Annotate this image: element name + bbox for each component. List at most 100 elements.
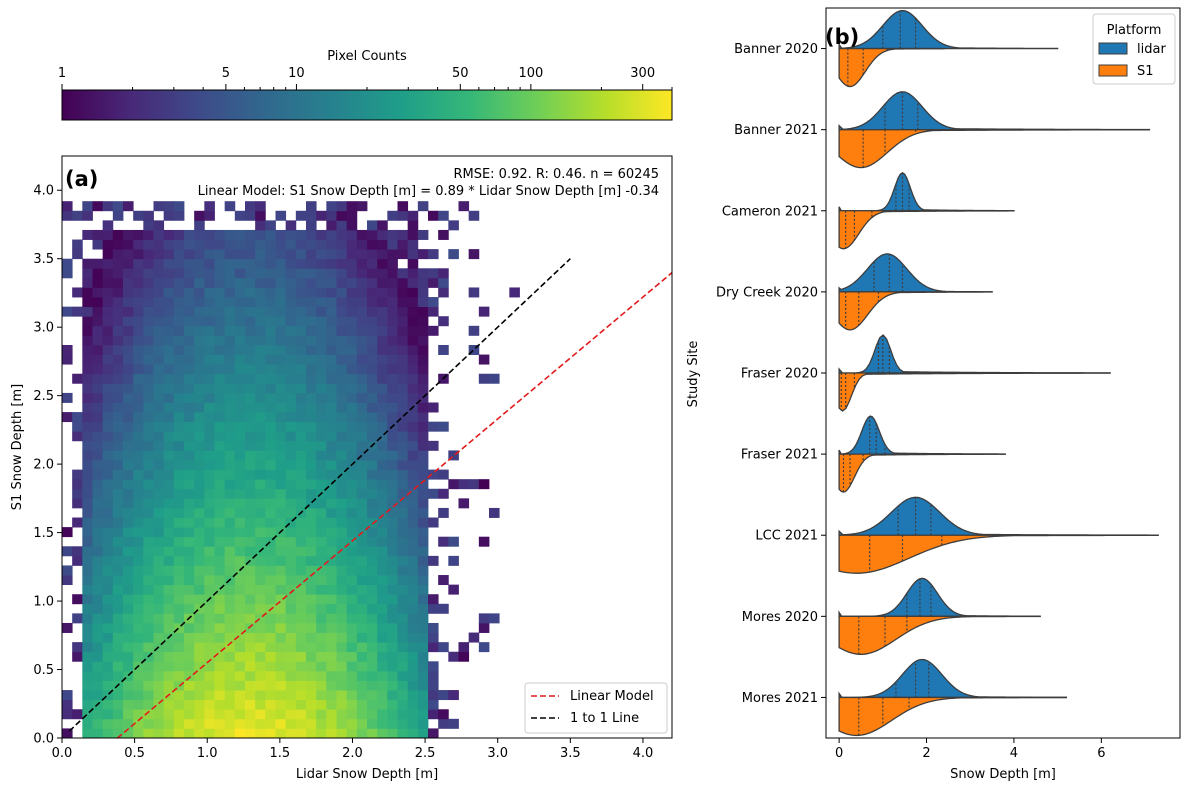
heatmap-x-label: Lidar Snow Depth [m] [296, 767, 438, 782]
heatmap-cell [163, 488, 175, 499]
heatmap-cell [82, 546, 93, 557]
heatmap-cell [367, 402, 378, 413]
heatmap-cell [133, 488, 144, 499]
heatmap-cell [112, 431, 124, 442]
heatmap-cell [336, 555, 348, 566]
heatmap-cell [367, 306, 378, 317]
heatmap-cell [478, 622, 490, 633]
heatmap-cell [204, 249, 215, 260]
heatmap-cell [397, 201, 409, 212]
heatmap-cell [184, 507, 195, 518]
heatmap-cell [448, 651, 459, 662]
heatmap-cell [417, 297, 429, 308]
violin-site-label: LCC 2021 [755, 529, 818, 544]
heatmap-cell [102, 220, 114, 231]
heatmap-cell [275, 680, 287, 691]
heatmap-y-tick-label: 0.5 [33, 663, 54, 678]
heatmap-cell [153, 460, 165, 470]
heatmap-cell [123, 603, 134, 614]
heatmap-cell [214, 268, 226, 279]
heatmap-cell [173, 421, 185, 432]
heatmap-cell [255, 651, 266, 662]
heatmap-cell [397, 622, 409, 633]
heatmap-cell [234, 603, 246, 614]
heatmap-cell [407, 728, 419, 738]
heatmap-cell [346, 613, 358, 624]
heatmap-cell [112, 316, 124, 327]
heatmap-cell [306, 690, 317, 701]
heatmap-cell [367, 603, 378, 614]
violin-site-label: Cameron 2021 [722, 204, 818, 219]
heatmap-cell [336, 258, 348, 269]
heatmap-cell [224, 402, 236, 413]
heatmap-cell [326, 670, 337, 681]
heatmap-cell [367, 661, 378, 672]
heatmap-cell [295, 277, 307, 288]
heatmap-cell [214, 277, 226, 288]
heatmap-cell [346, 402, 358, 413]
heatmap-cell [234, 210, 246, 221]
heatmap-cell [245, 709, 256, 720]
heatmap-cell [102, 479, 114, 490]
heatmap-cell [234, 287, 246, 298]
heatmap-legend-box [524, 682, 668, 734]
stats-annotation: RMSE: 0.92. R: 0.46. n = 60245 [453, 167, 659, 182]
heatmap-cell [82, 670, 93, 681]
heatmap-cell [82, 575, 93, 586]
heatmap-cell [275, 709, 287, 720]
heatmap-cell [102, 594, 114, 605]
heatmap-cell [387, 383, 398, 394]
heatmap-cell [336, 690, 348, 701]
heatmap-cell [295, 249, 307, 260]
heatmap-cell [245, 201, 256, 212]
heatmap-cell [458, 498, 470, 509]
heatmap-cell [224, 440, 236, 451]
heatmap-cell [102, 699, 114, 710]
heatmap-cell [82, 728, 93, 738]
heatmap-cell [112, 210, 124, 221]
heatmap-cell [316, 661, 327, 672]
heatmap-cell [143, 690, 154, 701]
heatmap-panel: 0.0 0.5 1.0 1.5 2.0 2.5 3.0 3.5 4.0 0.00.51.01.5… [10, 155, 673, 782]
heatmap-cell [295, 229, 307, 240]
heatmap-cell [306, 440, 317, 451]
heatmap-cell [387, 229, 398, 240]
heatmap-cell [367, 316, 378, 327]
heatmap-cell [295, 536, 307, 547]
violin-lidar-half [838, 577, 1041, 617]
heatmap-cell [397, 306, 409, 317]
heatmap-cell [367, 421, 378, 432]
heatmap-cell [234, 670, 246, 681]
heatmap-cell [163, 364, 175, 375]
heatmap-cell [112, 469, 124, 480]
heatmap-cell [133, 325, 144, 336]
heatmap-cell [214, 460, 226, 470]
violin-x-tick-label: 0 [835, 746, 843, 761]
heatmap-cell [82, 210, 93, 221]
heatmap-cell [377, 699, 388, 710]
heatmap-cell [377, 402, 388, 413]
heatmap-cell [438, 421, 449, 432]
heatmap-cell [194, 239, 205, 250]
heatmap-cell [468, 287, 480, 298]
heatmap-cell [153, 728, 165, 738]
heatmap-cell [367, 651, 378, 662]
heatmap-cell [428, 632, 439, 643]
heatmap-cell [112, 594, 124, 605]
heatmap-cell [377, 603, 388, 614]
heatmap-cell [153, 239, 165, 250]
heatmap-cell [367, 277, 378, 288]
heatmap-cell [173, 450, 185, 461]
heatmap-cell [387, 258, 398, 269]
heatmap-cell [428, 603, 439, 614]
heatmap-cell [407, 354, 419, 365]
heatmap-cell [407, 661, 419, 672]
heatmap-cell [102, 690, 114, 701]
heatmap-cell [102, 517, 114, 528]
heatmap-cell [326, 517, 337, 528]
heatmap-cell [367, 728, 378, 738]
heatmap-cell [62, 622, 73, 633]
heatmap-cell [163, 661, 175, 672]
heatmap-cell [123, 536, 134, 547]
violin-cameron-2021 [838, 172, 1015, 250]
